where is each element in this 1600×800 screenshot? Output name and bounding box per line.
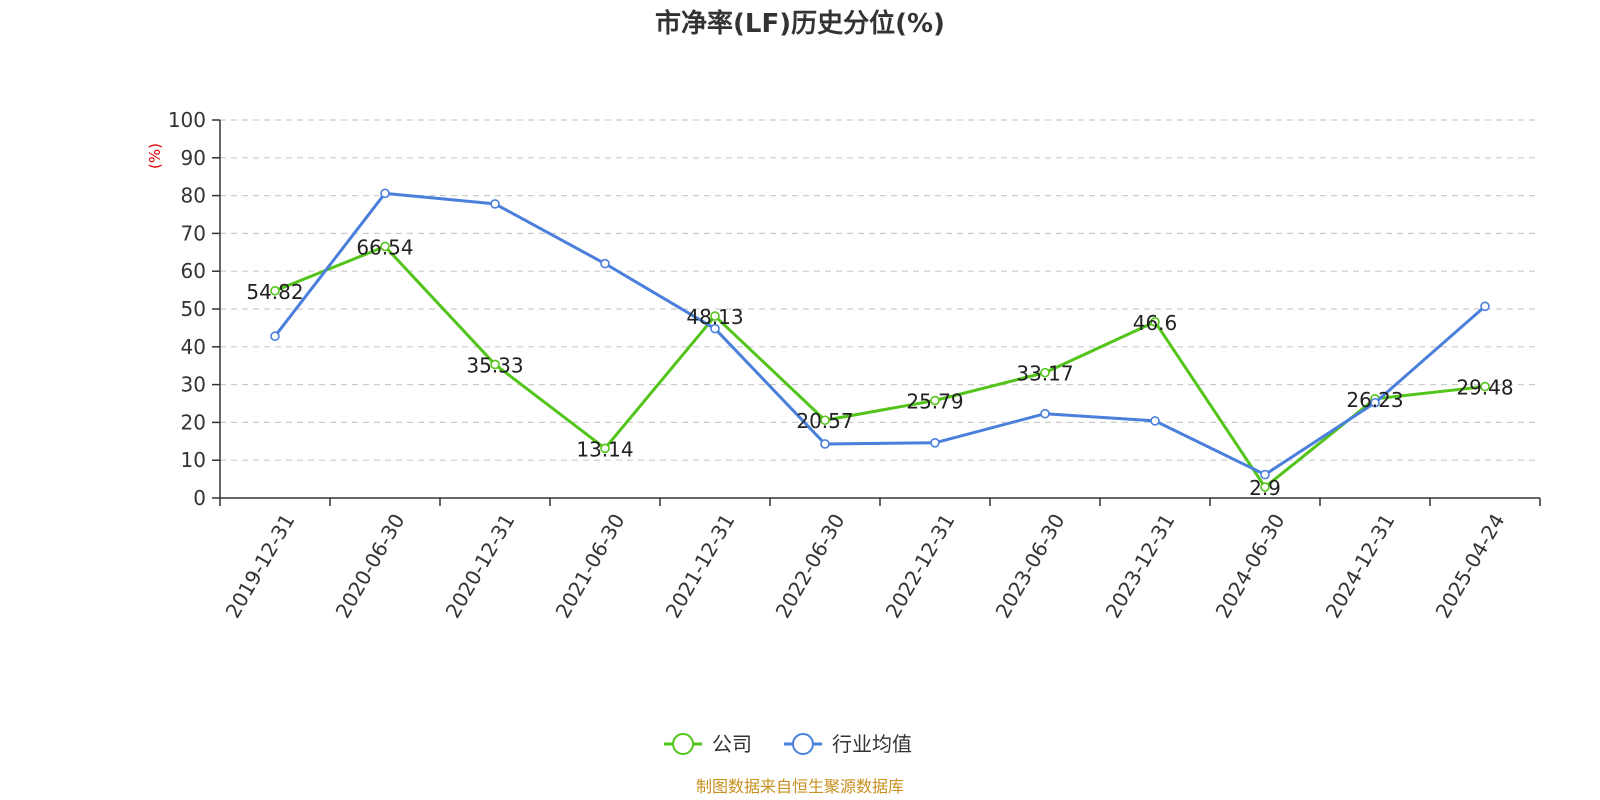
x-tick-label: 2025-04-24 (1431, 510, 1510, 623)
data-point (380, 241, 390, 252)
data-point (270, 285, 280, 296)
x-tick-label: 2020-12-31 (441, 510, 520, 623)
x-tick-label: 2020-06-30 (331, 510, 410, 623)
x-tick-label: 2024-12-31 (1321, 510, 1400, 623)
axes: 0 10 20 30 40 50 60 70 80 90 100 2019-12-31 2020-06-… (168, 108, 1541, 623)
x-tick-label: 2023-06-30 (991, 510, 1070, 623)
data-label: 25.79 (906, 390, 963, 414)
y-tick-label: 30 (181, 373, 206, 397)
grid (220, 119, 1540, 461)
data-point (490, 199, 500, 209)
data-label: 33.17 (1016, 362, 1073, 386)
data-label: 26.23 (1346, 388, 1403, 412)
x-tick-label: 2021-12-31 (661, 510, 740, 623)
legend[interactable]: 公司 行业均值 (664, 732, 912, 756)
data-point (820, 415, 830, 426)
data-label: 2.9 (1249, 476, 1281, 500)
y-tick-label: 60 (181, 259, 206, 283)
data-point (490, 359, 500, 370)
series-line-0 (274, 244, 1486, 489)
legend-item-0[interactable]: 公司 (664, 732, 752, 756)
legend-label: 公司 (712, 732, 752, 756)
legend-label: 行业均值 (832, 732, 912, 756)
data-point (600, 443, 610, 454)
chart-title: 市净率(LF)历史分位(%) (655, 8, 945, 39)
x-tick-label: 2022-06-30 (771, 510, 850, 623)
data-point (1370, 397, 1380, 408)
data-point (710, 323, 720, 334)
x-tick-label: 2024-06-30 (1211, 510, 1290, 623)
x-tick-label: 2022-12-31 (881, 510, 960, 623)
data-label: 46.6 (1133, 311, 1178, 335)
series-line-1 (273, 191, 1486, 477)
data-point (380, 188, 390, 199)
data-label: 54.82 (246, 280, 303, 304)
y-tick-label: 0 (193, 486, 206, 510)
data-point (1150, 317, 1160, 327)
x-tick-label: 2019-12-31 (221, 510, 300, 623)
data-point (930, 395, 940, 406)
data-point (820, 439, 830, 449)
data-point (600, 258, 610, 269)
data-point (1150, 416, 1160, 426)
data-point (930, 438, 940, 448)
data-label: 35.33 (466, 353, 523, 377)
x-tick-label: 2021-06-30 (551, 510, 630, 623)
x-tick-label: 2023-12-31 (1101, 510, 1180, 623)
y-tick-label: 40 (181, 335, 206, 359)
data-label: 13.14 (576, 437, 633, 461)
data-point (1040, 367, 1050, 378)
y-tick-label: 100 (168, 108, 206, 132)
series-layer (270, 188, 1490, 492)
data-label: 48.13 (686, 305, 743, 329)
data-point (1480, 301, 1490, 312)
y-tick-label: 10 (181, 448, 206, 472)
y-tick-label: 90 (181, 146, 206, 170)
y-tick-label: 20 (181, 410, 206, 434)
y-tick-label: 50 (181, 297, 206, 321)
data-label: 20.57 (796, 409, 853, 433)
y-tick-label: 80 (181, 184, 206, 208)
legend-item-1[interactable]: 行业均值 (784, 732, 912, 756)
data-point (710, 311, 720, 321)
y-axis-label: (%) (146, 143, 164, 169)
data-point (1260, 482, 1270, 492)
y-tick-label: 70 (181, 221, 206, 245)
source-note: 制图数据来自恒生聚源数据库 (696, 777, 904, 796)
data-point (1480, 381, 1490, 392)
legend-marker (672, 733, 694, 755)
data-label: 66.54 (356, 235, 413, 259)
data-point (1260, 469, 1270, 480)
legend-marker (792, 733, 814, 755)
data-point (270, 331, 280, 342)
data-point (1040, 408, 1050, 419)
data-labels: 54.82 66.54 35.33 13.14 48.13 20.57 25.79 33.17… (246, 235, 1513, 500)
data-label: 29.48 (1456, 376, 1513, 400)
